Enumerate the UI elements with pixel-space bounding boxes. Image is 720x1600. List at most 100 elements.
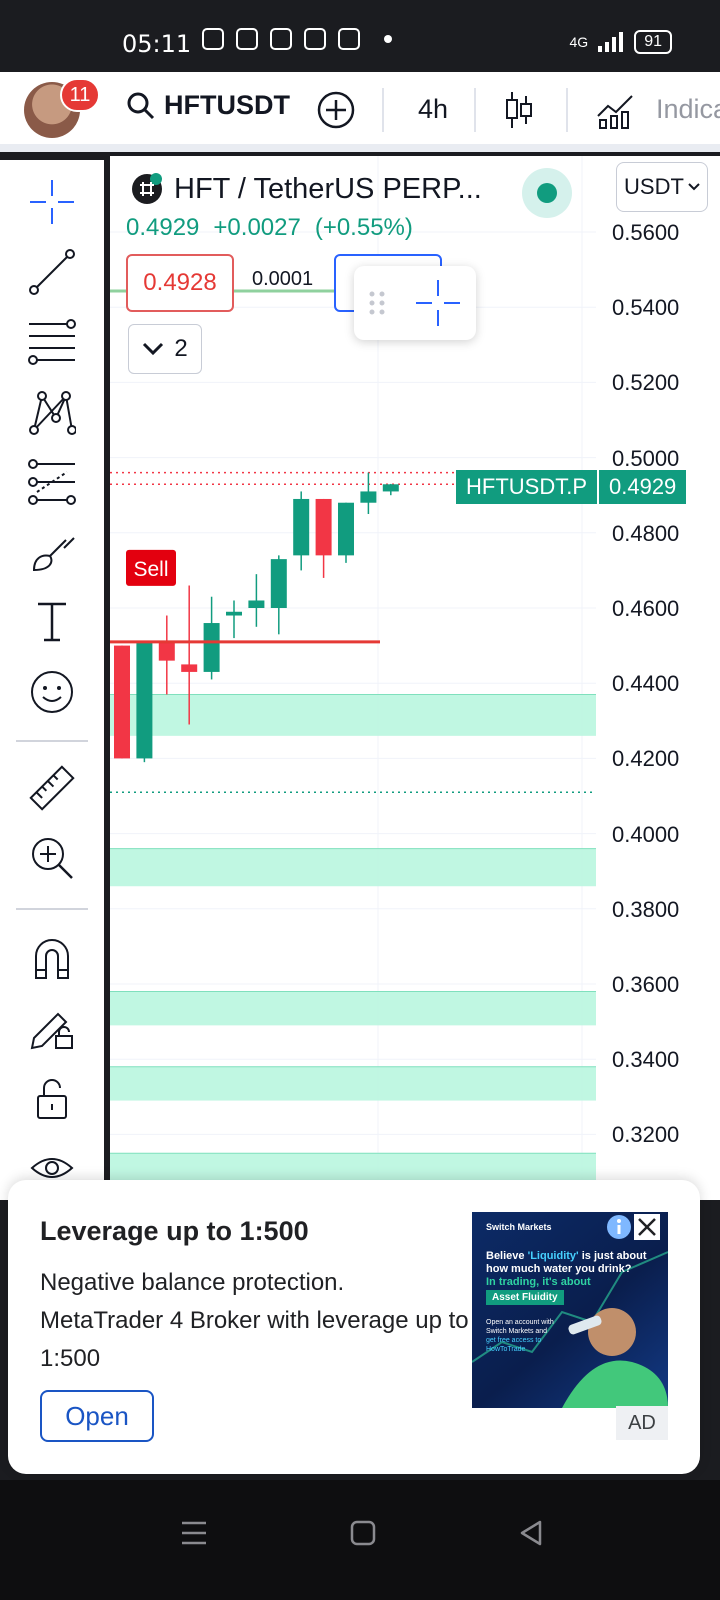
fib-icon[interactable] <box>24 314 80 370</box>
eye-icon[interactable] <box>24 1140 80 1196</box>
zoom-in-icon[interactable] <box>24 830 80 886</box>
price-tag-value: 0.4929 <box>599 470 687 504</box>
price-axis-label: 0.5000 <box>612 445 680 471</box>
candle-body <box>270 559 287 608</box>
divider <box>382 88 384 132</box>
currency-select[interactable]: USDT <box>616 162 708 212</box>
market-status-icon[interactable] <box>522 168 572 218</box>
price-change-pct: (+0.55%) <box>314 214 413 241</box>
divider <box>474 88 476 132</box>
more-dot-icon <box>384 35 392 43</box>
chart-pane[interactable]: Sell HFT / TetherUS PERP... USDT 0.4929 … <box>110 156 720 1200</box>
divider <box>566 88 568 132</box>
last-price: 0.4929 <box>126 214 200 241</box>
signal-icon <box>598 32 624 52</box>
ad-small-2: Switch Markets and <box>486 1328 548 1335</box>
lock-drawing-icon[interactable] <box>24 1000 80 1056</box>
candle-body <box>203 623 220 672</box>
collapse-button[interactable]: 2 <box>128 324 202 374</box>
symbol-search[interactable]: HFTUSDT <box>126 90 290 121</box>
back-icon[interactable] <box>518 1520 544 1546</box>
search-icon <box>127 92 155 119</box>
floating-cursor-toolbar[interactable] <box>354 266 476 340</box>
price-axis-label: 0.3400 <box>612 1047 680 1073</box>
price-axis-label: 0.3200 <box>612 1122 680 1148</box>
status-right: 4G 91 <box>570 30 672 54</box>
ad-open-button[interactable]: Open <box>40 1390 154 1442</box>
text-icon[interactable] <box>24 594 80 650</box>
ad-image[interactable]: Switch Markets Believe 'Liquidity' is ju… <box>472 1212 668 1408</box>
support-zone <box>110 1066 596 1101</box>
candle-body <box>181 664 198 672</box>
candle-body <box>293 498 310 556</box>
spread-value: 0.0001 <box>252 268 314 290</box>
candles-icon[interactable] <box>504 90 534 130</box>
crosshair-icon[interactable] <box>24 174 80 230</box>
facebook-icon <box>236 28 258 50</box>
sell-marker-box <box>126 549 176 586</box>
candle-body <box>382 484 399 492</box>
drawing-toolbar <box>0 160 104 1200</box>
sell-marker-label: Sell <box>133 558 168 581</box>
candle-body <box>315 498 332 556</box>
ad-headline-accent: 'Liquidity' <box>527 1250 579 1262</box>
price-axis-label: 0.4000 <box>612 821 680 847</box>
ad-close-icon[interactable] <box>634 1214 660 1240</box>
sync-icon <box>304 28 326 50</box>
drag-handle-icon[interactable] <box>354 266 476 340</box>
prediction-icon[interactable] <box>24 454 80 510</box>
toolbar-divider <box>16 740 88 742</box>
battery-level: 91 <box>634 30 672 54</box>
interval-button[interactable]: 4h <box>418 94 449 124</box>
candle-body <box>114 645 130 759</box>
ad-image-headline: Believe 'Liquidity' is just about how mu… <box>486 1250 656 1276</box>
price-axis-label: 0.4600 <box>612 596 680 621</box>
home-icon[interactable] <box>350 1520 376 1546</box>
system-nav-bar <box>0 1480 720 1600</box>
ad-chip: Asset Fluidity <box>486 1290 564 1305</box>
chevron-down-icon <box>688 183 700 191</box>
symbol-label: HFTUSDT <box>164 90 290 120</box>
status-bar: 05:11 4G 91 <box>0 0 720 72</box>
sell-price-button[interactable]: 0.4928 <box>126 254 234 312</box>
price-axis-label: 0.4200 <box>612 746 680 772</box>
ad-title: Leverage up to 1:500 <box>40 1216 309 1246</box>
candle-body <box>136 641 153 759</box>
ad-body: Negative balance protection. MetaTrader … <box>40 1269 469 1372</box>
recents-icon[interactable] <box>180 1520 208 1546</box>
ad-banner: Leverage up to 1:500 Negative balance pr… <box>8 1180 700 1474</box>
lock-icon[interactable] <box>24 1070 80 1126</box>
ad-headline-1: Believe <box>486 1250 528 1262</box>
indicators-icon[interactable] <box>596 90 636 130</box>
status-time: 05:11 <box>122 30 192 58</box>
price-change: +0.0027 <box>213 214 301 241</box>
price-axis-label: 0.5600 <box>612 220 680 245</box>
hft-logo-icon <box>132 173 162 204</box>
emoji-icon[interactable] <box>24 664 80 720</box>
price-axis-label: 0.4400 <box>612 671 680 697</box>
ad-headline-2: is just about how much water you drink? <box>486 1250 647 1275</box>
price-axis-label: 0.4800 <box>612 520 680 546</box>
pattern-icon[interactable] <box>24 384 80 440</box>
indicators-label[interactable]: Indica <box>656 94 720 124</box>
collapse-count: 2 <box>174 335 188 362</box>
ad-graphic <box>472 1251 668 1408</box>
ad-small-1: Open an account with <box>486 1319 554 1326</box>
price-axis-label: 0.3800 <box>612 896 680 922</box>
price-tag-symbol: HFTUSDT.P <box>456 470 599 504</box>
brush-icon[interactable] <box>24 524 80 580</box>
ruler-icon[interactable] <box>24 760 80 816</box>
currency-label: USDT <box>624 174 684 199</box>
ad-info-icon[interactable] <box>606 1214 632 1240</box>
sell-marker[interactable]: Sell <box>126 549 176 586</box>
magnet-icon[interactable] <box>24 930 80 986</box>
ad-brand: Switch Markets <box>486 1222 552 1232</box>
symbol-info: HFT / TetherUS PERP... <box>130 172 482 206</box>
ad-small-3: get free access to <box>486 1337 542 1344</box>
candle-body <box>360 491 377 503</box>
notification-icons <box>202 28 392 50</box>
add-symbol-icon[interactable] <box>316 90 356 130</box>
chart-symbol-title[interactable]: HFT / TetherUS PERP... <box>174 172 482 205</box>
trend-line-icon[interactable] <box>24 244 80 300</box>
support-zone <box>110 694 596 736</box>
